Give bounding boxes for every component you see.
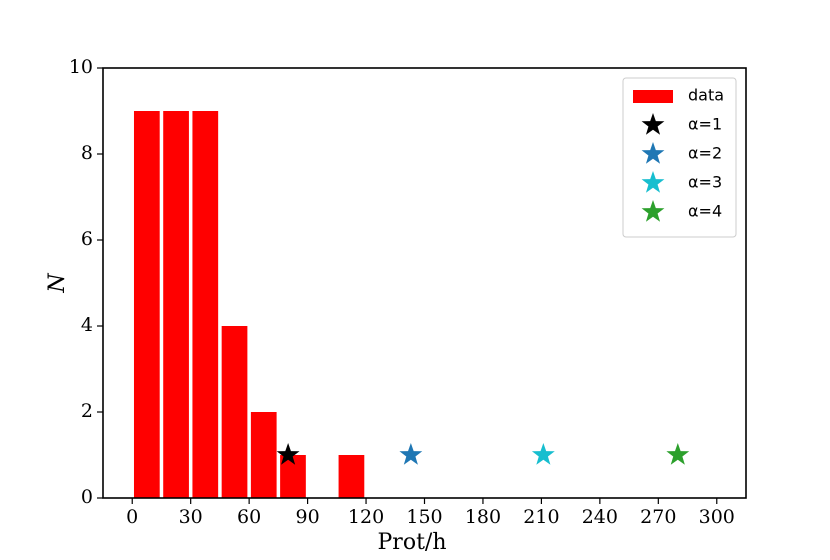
x-tick-label: 0 bbox=[126, 506, 138, 528]
y-tick-label: 4 bbox=[81, 314, 93, 336]
bar bbox=[192, 111, 219, 498]
bar bbox=[221, 326, 248, 498]
x-tick-label: 240 bbox=[582, 506, 618, 528]
y-axis-label: N bbox=[45, 273, 70, 294]
bar bbox=[250, 412, 277, 498]
x-tick-label: 210 bbox=[523, 506, 559, 528]
legend-swatch bbox=[633, 90, 673, 103]
star-marker bbox=[531, 443, 555, 465]
bar bbox=[163, 111, 189, 498]
x-axis-label: Prot/h bbox=[378, 530, 447, 555]
y-tick-label: 10 bbox=[69, 56, 93, 78]
legend-star bbox=[641, 142, 665, 164]
legend-box bbox=[622, 77, 737, 238]
legend-label: α=2 bbox=[688, 144, 722, 163]
legend-label: data bbox=[688, 86, 724, 105]
bar bbox=[133, 111, 160, 498]
x-tick-label: 120 bbox=[348, 506, 384, 528]
star-marker bbox=[666, 443, 690, 465]
star-marker bbox=[399, 443, 423, 465]
y-tick-label: 0 bbox=[81, 486, 93, 508]
y-tick-label: 2 bbox=[81, 400, 93, 422]
x-tick-label: 180 bbox=[465, 506, 501, 528]
bar bbox=[338, 455, 365, 498]
x-tick-label: 300 bbox=[699, 506, 735, 528]
y-tick-label: 6 bbox=[81, 228, 93, 250]
star-marker bbox=[276, 443, 300, 465]
legend-label: α=3 bbox=[688, 173, 722, 192]
x-tick-label: 30 bbox=[179, 506, 203, 528]
legend-label: α=4 bbox=[688, 202, 722, 221]
legend-label: α=1 bbox=[688, 115, 722, 134]
x-tick-label: 60 bbox=[237, 506, 261, 528]
x-tick-label: 270 bbox=[640, 506, 676, 528]
legend-star bbox=[641, 200, 665, 222]
y-tick-label: 8 bbox=[81, 142, 93, 164]
x-tick-label: 150 bbox=[406, 506, 442, 528]
legend-star bbox=[641, 171, 665, 193]
x-tick-label: 90 bbox=[295, 506, 319, 528]
legend-star bbox=[641, 113, 665, 135]
